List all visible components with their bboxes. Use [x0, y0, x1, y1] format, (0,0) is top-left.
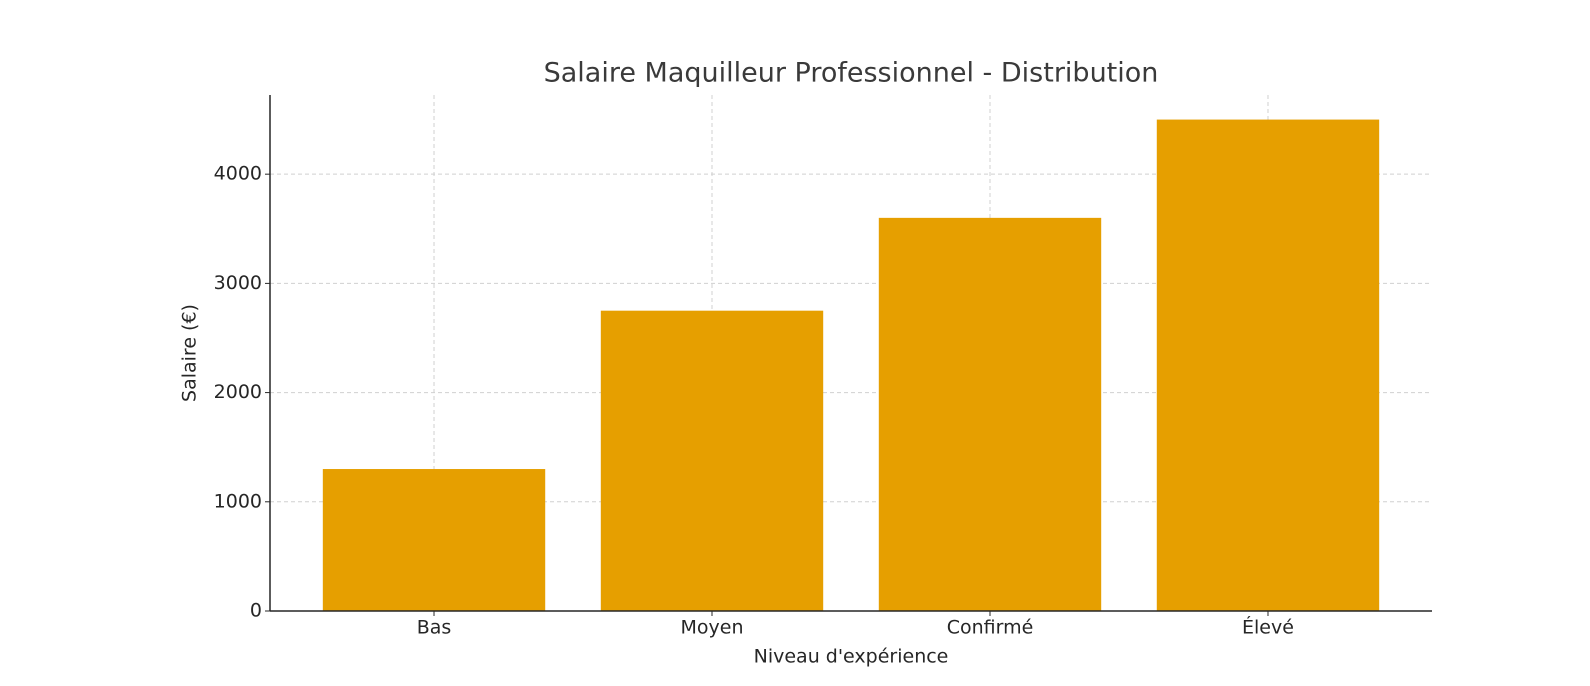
y-tick-label: 4000	[214, 163, 262, 185]
x-axis-label: Niveau d'expérience	[754, 646, 949, 668]
bar	[322, 469, 546, 611]
x-tick-label: Bas	[417, 617, 452, 639]
y-tick-label: 3000	[214, 272, 262, 294]
x-tick-label: Moyen	[681, 617, 744, 639]
y-tick-label: 0	[250, 600, 262, 622]
bar	[878, 217, 1102, 611]
x-tick-label: Confirmé	[947, 617, 1034, 639]
y-tick-label: 2000	[214, 381, 262, 403]
bar	[600, 310, 824, 611]
bar	[1156, 119, 1380, 612]
chart-title: Salaire Maquilleur Professionnel - Distr…	[544, 58, 1159, 89]
y-tick-label: 1000	[214, 490, 262, 512]
x-tick-label: Élevé	[1242, 616, 1294, 639]
y-axis-label: Salaire (€)	[179, 304, 201, 402]
